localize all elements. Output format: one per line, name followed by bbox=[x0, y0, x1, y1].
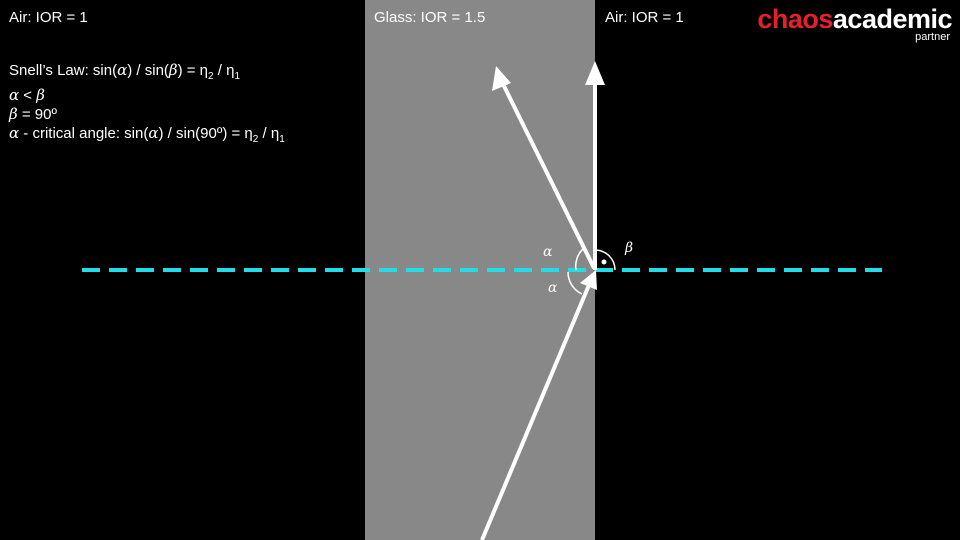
alpha-bottom-label: α bbox=[548, 280, 558, 296]
alpha-top-label: α bbox=[543, 244, 553, 260]
refracted-arrowhead bbox=[585, 61, 605, 85]
right-angle-dot bbox=[602, 260, 607, 265]
alpha-bottom-arc bbox=[568, 272, 582, 294]
reflected-ray bbox=[502, 82, 594, 268]
alpha-top-arc bbox=[576, 248, 584, 270]
reflected-arrowhead bbox=[492, 66, 511, 91]
incident-ray bbox=[482, 285, 589, 540]
beta-label: β bbox=[624, 240, 633, 256]
